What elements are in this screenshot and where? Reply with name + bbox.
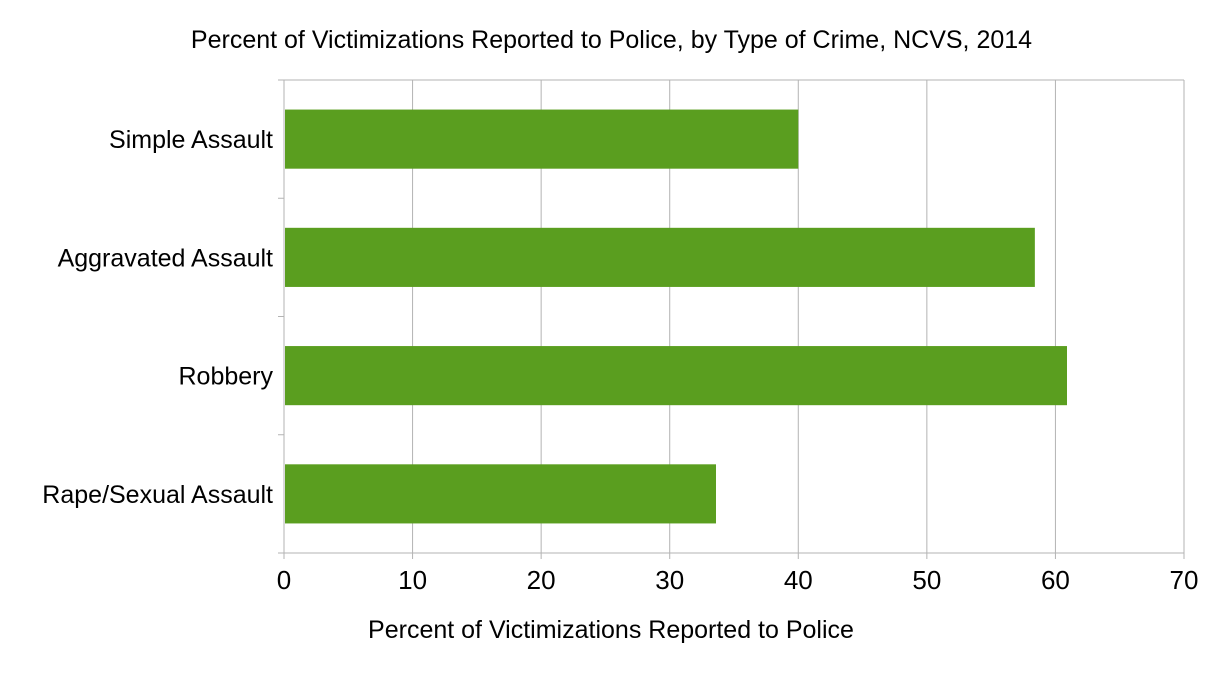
x-tick-label: 30 bbox=[655, 565, 684, 595]
bar-robbery bbox=[285, 346, 1067, 406]
x-tick-label: 0 bbox=[277, 565, 291, 595]
axis-layer bbox=[278, 79, 1185, 559]
x-tick-label: 40 bbox=[784, 565, 813, 595]
x-tick-label: 50 bbox=[912, 565, 941, 595]
x-tick-label: 60 bbox=[1041, 565, 1070, 595]
x-tick-label: 20 bbox=[527, 565, 556, 595]
bar-simple-assault bbox=[285, 109, 799, 169]
bar-layer bbox=[285, 109, 1067, 524]
x-tick-label: 10 bbox=[398, 565, 427, 595]
bar-rape-sexual-assault bbox=[285, 464, 716, 524]
chart-title: Percent of Victimizations Reported to Po… bbox=[190, 26, 1033, 54]
category-label: Rape/Sexual Assault bbox=[42, 481, 273, 509]
category-label: Robbery bbox=[179, 363, 274, 391]
x-tick-label: 70 bbox=[1170, 565, 1199, 595]
category-label: Aggravated Assault bbox=[58, 244, 273, 272]
bar-aggravated-assault bbox=[285, 227, 1035, 287]
label-layer: 0 10 20 30 40 50 60 70 Simple Assault Aggravated … bbox=[42, 126, 1198, 595]
category-label: Simple Assault bbox=[109, 126, 273, 154]
x-axis-title: Percent of Victimizations Reported to Po… bbox=[368, 616, 854, 644]
